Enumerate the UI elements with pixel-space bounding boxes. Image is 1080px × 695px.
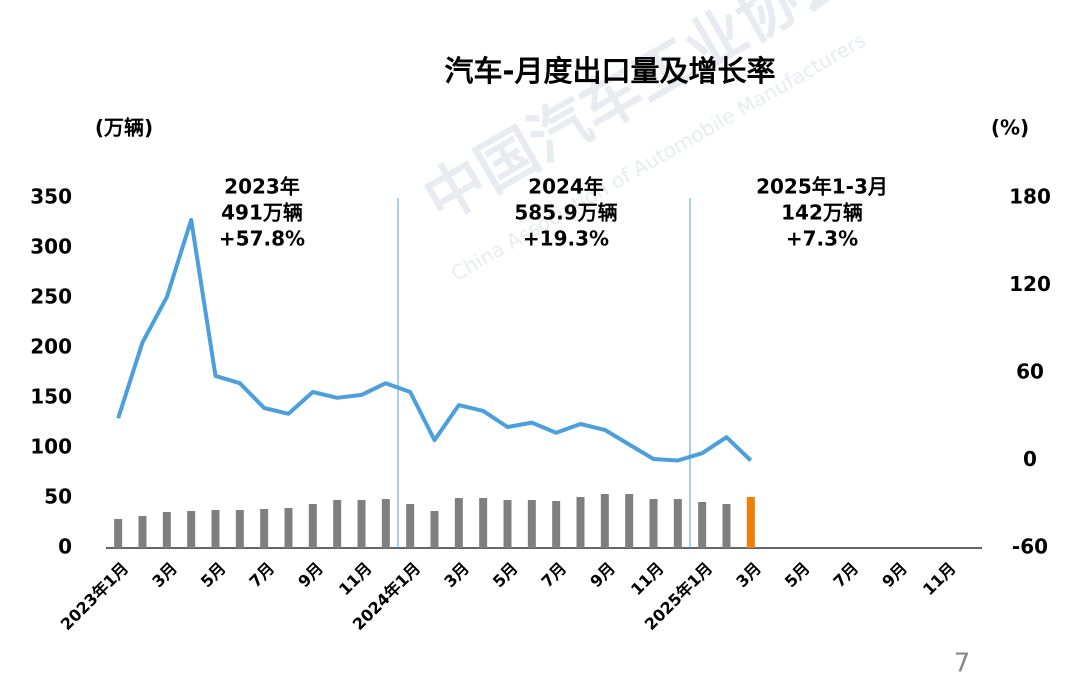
y2-tick-label: 60	[1016, 360, 1044, 384]
bar	[357, 500, 366, 548]
bar	[576, 497, 585, 548]
x-tick-label: 3月	[440, 559, 473, 592]
bar	[114, 519, 123, 548]
bar	[722, 504, 731, 548]
x-tick-label: 5月	[197, 559, 230, 592]
page-number: 7	[954, 649, 971, 679]
x-tick-label: 5月	[489, 559, 522, 592]
bar	[235, 510, 244, 548]
bar	[746, 497, 755, 548]
bar	[673, 499, 682, 548]
bar	[284, 508, 293, 548]
bar	[454, 498, 463, 548]
annotation: 2025年1-3月	[756, 175, 888, 199]
y2-tick-label: 0	[1023, 447, 1037, 471]
bar	[625, 494, 634, 548]
y-tick-label: 100	[30, 435, 72, 459]
y-tick-label: 0	[58, 535, 72, 559]
y-tick-label: 200	[30, 335, 72, 359]
bar	[138, 516, 147, 548]
x-tick-label: 7月	[830, 559, 863, 592]
bar	[527, 500, 536, 548]
y-tick-label: 300	[30, 235, 72, 259]
y-tick-label: 250	[30, 285, 72, 309]
bar	[503, 500, 512, 548]
x-tick-label: 5月	[781, 559, 814, 592]
bar	[430, 511, 439, 548]
x-tick-label: 7月	[538, 559, 571, 592]
x-tick-label: 9月	[878, 559, 911, 592]
y-tick-label: 350	[30, 185, 72, 209]
line	[116, 217, 753, 463]
bar	[552, 501, 561, 548]
y-axis-label: (万辆)	[95, 116, 153, 140]
bar	[162, 512, 171, 548]
y2-tick-label: -60	[1012, 535, 1048, 559]
bar	[381, 499, 390, 548]
annotation: +7.3%	[786, 227, 858, 251]
x-tick-label: 9月	[294, 559, 327, 592]
y-tick-label: 150	[30, 385, 72, 409]
x-tick-label: 9月	[586, 559, 619, 592]
chart-title: 汽车-月度出口量及增长率	[444, 54, 775, 88]
bar	[406, 504, 415, 548]
x-tick-label: 11月	[335, 559, 376, 600]
bar	[333, 500, 342, 548]
y2-tick-label: 120	[1009, 272, 1051, 296]
annotation: 2024年	[528, 175, 604, 199]
annotation: +57.8%	[219, 227, 305, 251]
bar	[698, 502, 707, 548]
annotation: 2023年	[224, 175, 300, 199]
bar	[187, 511, 196, 548]
x-tick-label: 3月	[732, 559, 765, 592]
annotation: 491万辆	[221, 201, 303, 225]
annotation: +19.3%	[523, 227, 609, 251]
y-tick-label: 50	[44, 485, 72, 509]
y2-tick-label: 180	[1009, 185, 1051, 209]
x-tick-label: 11月	[919, 559, 960, 600]
x-tick-label: 3月	[148, 559, 181, 592]
annotation: 585.9万辆	[514, 201, 617, 225]
x-tick-label: 2023年1月	[57, 559, 132, 634]
y2-axis-label: (%)	[991, 116, 1029, 140]
bar	[600, 494, 609, 548]
x-tick-label: 11月	[627, 559, 668, 600]
bar	[649, 499, 658, 548]
bar	[479, 498, 488, 548]
annotation: 142万辆	[781, 201, 863, 225]
bar	[260, 509, 269, 548]
bar	[308, 504, 317, 548]
x-tick-label: 7月	[246, 559, 279, 592]
bar	[211, 510, 220, 548]
